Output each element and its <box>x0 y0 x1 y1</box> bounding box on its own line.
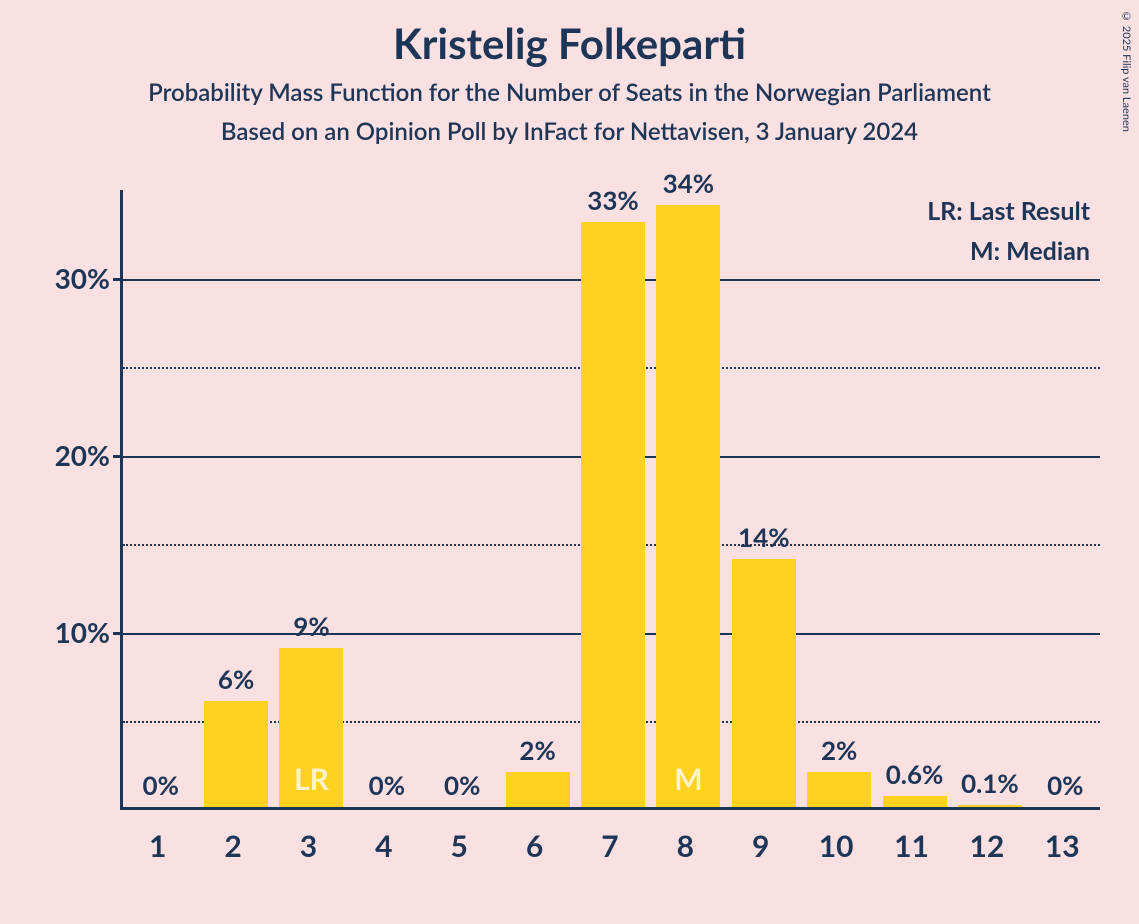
chart-subtitle-1: Probability Mass Function for the Number… <box>0 78 1139 107</box>
y-axis-label: 30% <box>35 261 110 295</box>
x-axis-label: 6 <box>497 828 572 864</box>
bar-value-label: 2% <box>519 734 555 766</box>
legend-m: M: Median <box>970 236 1090 266</box>
x-axis-label: 8 <box>648 828 723 864</box>
bar <box>883 796 947 807</box>
y-tick <box>113 455 123 458</box>
bar-value-label: 0.6% <box>886 758 944 790</box>
x-axis-label: 13 <box>1025 828 1100 864</box>
bar <box>204 701 268 807</box>
legend-lr: LR: Last Result <box>927 196 1090 226</box>
bar-value-label: 2% <box>821 734 857 766</box>
bar <box>958 805 1022 807</box>
x-axis-label: 9 <box>723 828 798 864</box>
x-axis-label: 2 <box>195 828 270 864</box>
bar <box>807 772 871 807</box>
chart-title: Kristelig Folkeparti <box>0 0 1139 68</box>
bar-inner-label: M <box>656 761 720 797</box>
bar-value-label: 34% <box>663 167 714 199</box>
bar-value-label: 14% <box>738 521 789 553</box>
bar-value-label: 0% <box>142 769 178 801</box>
chart-area: 0%6%LR9%0%0%2%33%M34%14%2%0.6%0.1%0% LR:… <box>35 190 1110 890</box>
x-axis-label: 7 <box>572 828 647 864</box>
y-axis-label: 10% <box>35 615 110 649</box>
y-tick <box>113 632 123 635</box>
x-axis-label: 11 <box>874 828 949 864</box>
bar: M <box>656 205 720 807</box>
x-axis-label: 12 <box>949 828 1024 864</box>
x-axis-label: 5 <box>422 828 497 864</box>
x-axis-label: 4 <box>346 828 421 864</box>
bar-value-label: 0% <box>369 769 405 801</box>
x-axis-label: 10 <box>798 828 873 864</box>
bar-value-label: 33% <box>587 184 638 216</box>
bar <box>581 222 645 807</box>
bar <box>732 559 796 807</box>
bar-value-label: 9% <box>293 610 329 642</box>
chart-subtitle-2: Based on an Opinion Poll by InFact for N… <box>0 117 1139 146</box>
bar-value-label: 0% <box>444 769 480 801</box>
x-axis-label: 1 <box>120 828 195 864</box>
bar-value-label: 6% <box>218 663 254 695</box>
bar-inner-label: LR <box>279 761 343 797</box>
bar-value-label: 0.1% <box>961 767 1019 799</box>
y-axis-label: 20% <box>35 438 110 472</box>
bar <box>506 772 570 807</box>
y-tick <box>113 278 123 281</box>
copyright-text: © 2025 Filip van Laenen <box>1120 10 1133 132</box>
bar-value-label: 0% <box>1047 769 1083 801</box>
x-axis-label: 3 <box>271 828 346 864</box>
plot-area: 0%6%LR9%0%0%2%33%M34%14%2%0.6%0.1%0% <box>120 190 1100 810</box>
bar: LR <box>279 648 343 807</box>
